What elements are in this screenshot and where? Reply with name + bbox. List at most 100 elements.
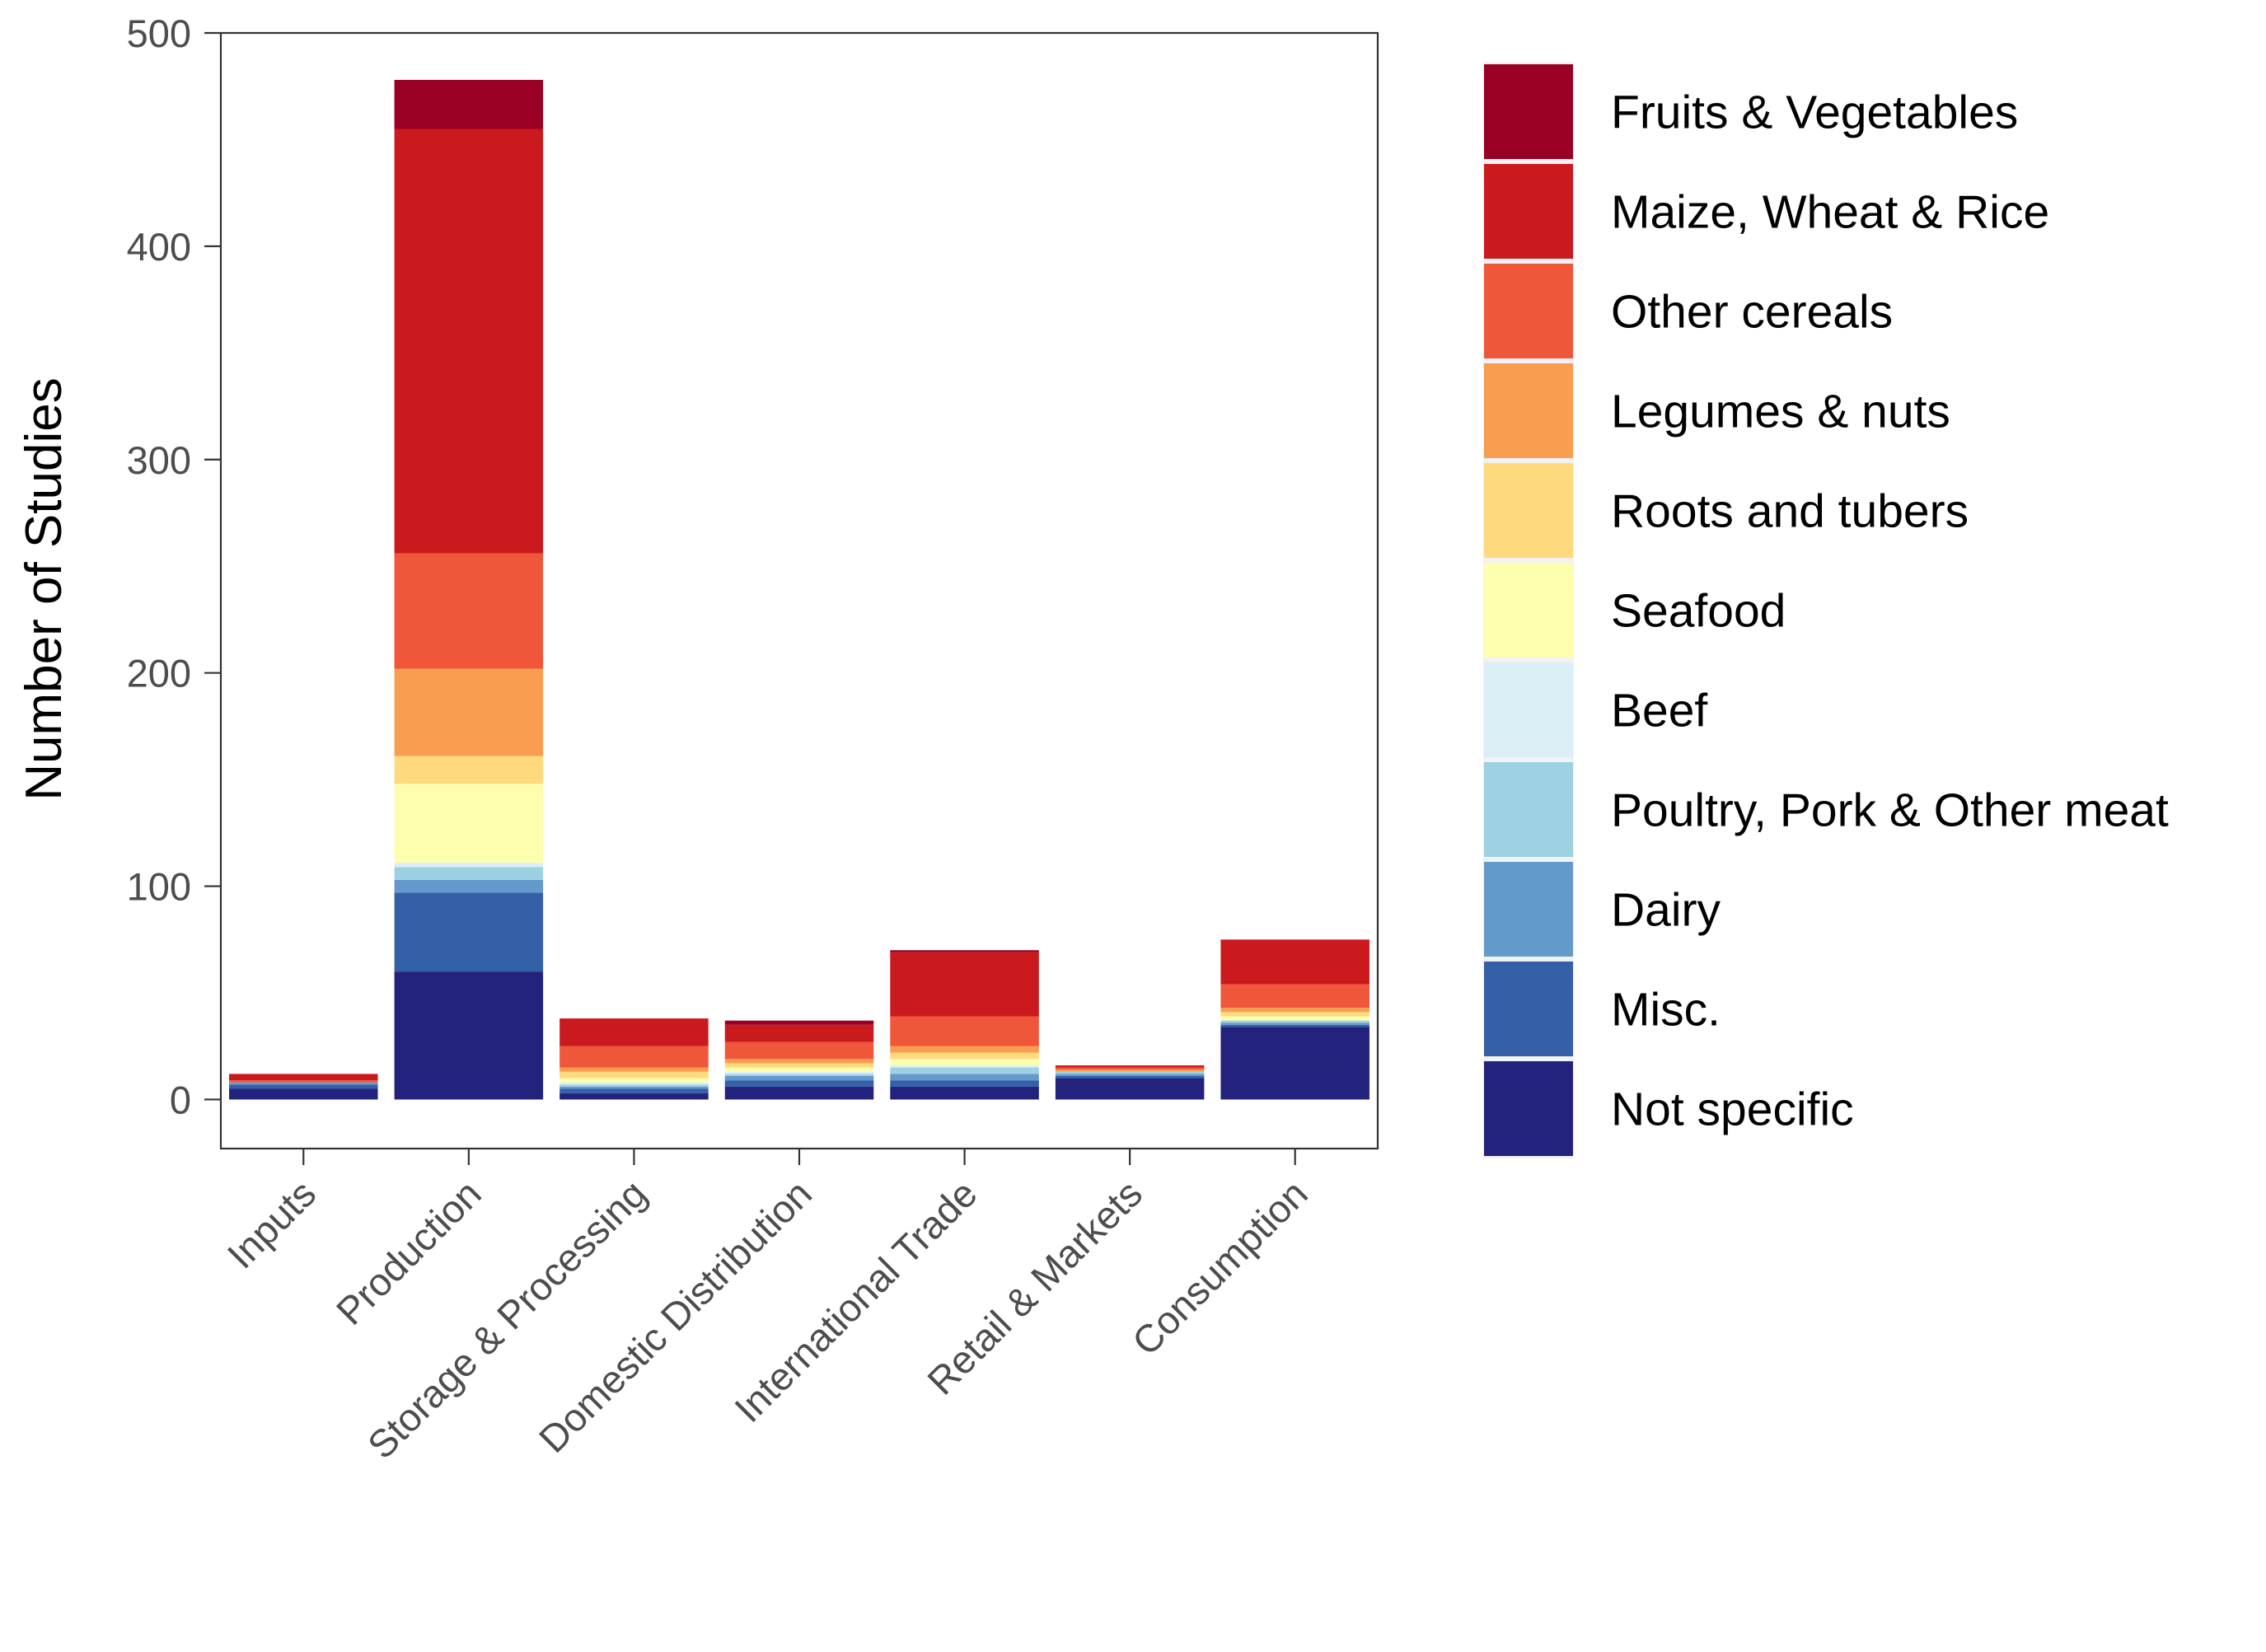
y-tick-label-200: 200 (127, 652, 191, 695)
x-tick-label-domestic-distribution: Domestic Distribution (531, 1172, 820, 1461)
bar-storage-and-processing-other-cereals (559, 1046, 709, 1068)
bar-stack-retail-and-markets (1055, 1065, 1205, 1100)
legend-swatch-other-cereals (1484, 264, 1573, 358)
bar-production-misc (394, 892, 544, 972)
bar-international-trade-maize-wheat-and-rice (890, 952, 1039, 1017)
bar-inputs-other-cereals (229, 1080, 378, 1083)
legend-item-fruits-and-vegetables: Fruits & Vegetables (1483, 62, 2018, 161)
legend-item-roots-and-tubers: Roots and tubers (1483, 461, 1969, 560)
bar-inputs-not-specific (229, 1088, 378, 1100)
legend-label-fruits-and-vegetables: Fruits & Vegetables (1611, 87, 2018, 139)
x-tick-label-production: Production (328, 1172, 489, 1333)
legend-label-misc: Misc. (1611, 984, 1721, 1037)
bar-international-trade-beef (890, 1065, 1039, 1068)
bar-domestic-distribution-seafood (724, 1067, 874, 1072)
legend-swatch-maize-wheat-and-rice (1484, 164, 1573, 259)
bar-production-maize-wheat-and-rice (394, 129, 544, 554)
legend-label-dairy: Dairy (1611, 884, 1721, 937)
bar-international-trade-fruits-and-vegetables (890, 950, 1039, 952)
bar-domestic-distribution-maize-wheat-and-rice (724, 1024, 874, 1042)
bar-international-trade-roots-and-tubers (890, 1052, 1039, 1060)
bar-international-trade-legumes-and-nuts (890, 1046, 1039, 1053)
bar-retail-and-markets-dairy (1055, 1074, 1205, 1076)
bar-stack-production (394, 79, 544, 1100)
bar-domestic-distribution-misc (724, 1080, 874, 1087)
legend-swatch-misc (1484, 962, 1573, 1056)
bar-retail-and-markets-other-cereals (1055, 1067, 1205, 1070)
bar-stack-inputs (229, 1074, 378, 1100)
bar-storage-and-processing-misc (559, 1088, 709, 1093)
bar-international-trade-dairy (890, 1074, 1039, 1081)
bar-storage-and-processing-beef (559, 1082, 709, 1085)
legend-label-maize-wheat-and-rice: Maize, Wheat & Rice (1611, 186, 2049, 239)
bar-production-not-specific (394, 971, 544, 1100)
bar-domestic-distribution-other-cereals (724, 1041, 874, 1060)
bar-consumption-dairy (1220, 1023, 1369, 1025)
bar-international-trade-not-specific (890, 1086, 1039, 1100)
bar-retail-and-markets-misc (1055, 1075, 1205, 1079)
bar-consumption-roots-and-tubers (1220, 1012, 1369, 1017)
bar-international-trade-misc (890, 1080, 1039, 1087)
bar-international-trade-other-cereals (890, 1016, 1039, 1046)
legend-swatch-beef (1484, 662, 1573, 757)
bar-stack-international-trade (890, 950, 1039, 1100)
legend-item-seafood: Seafood (1483, 560, 1786, 660)
x-tick-label-storage-and-processing: Storage & Processing (359, 1172, 655, 1467)
legend: Fruits & Vegetables Maize, Wheat & Rice Ot… (1483, 62, 2169, 1158)
bar-domestic-distribution-beef (724, 1071, 874, 1074)
legend-label-seafood: Seafood (1611, 585, 1786, 638)
bar-retail-and-markets-legumes-and-nuts (1055, 1069, 1205, 1072)
bar-consumption-seafood (1220, 1016, 1369, 1021)
bar-production-fruits-and-vegetables (394, 79, 544, 129)
bar-international-trade-seafood (890, 1059, 1039, 1066)
bar-consumption-other-cereals (1220, 984, 1369, 1009)
legend-swatch-legumes-and-nuts (1484, 363, 1573, 458)
legend-swatch-not-specific (1484, 1061, 1573, 1156)
bar-domestic-distribution-poultry-pork-and-other-meat (724, 1074, 874, 1076)
bar-consumption-poultry-pork-and-other-meat (1220, 1020, 1369, 1023)
legend-label-poultry-pork-and-other-meat: Poultry, Pork & Other meat (1611, 784, 2169, 837)
bar-consumption-not-specific (1220, 1027, 1369, 1100)
legend-swatch-seafood (1484, 563, 1573, 658)
legend-item-maize-wheat-and-rice: Maize, Wheat & Rice (1483, 161, 2049, 261)
legend-swatch-fruits-and-vegetables (1484, 64, 1573, 159)
legend-swatch-poultry-pork-and-other-meat (1484, 762, 1573, 857)
legend-label-other-cereals: Other cereals (1611, 286, 1893, 339)
y-axis: 0 100 200 300 400 500 (127, 12, 221, 1121)
x-tick-label-consumption: Consumption (1123, 1172, 1315, 1364)
bar-domestic-distribution-dairy (724, 1075, 874, 1081)
legend-item-other-cereals: Other cereals (1483, 261, 1893, 361)
bar-inputs-misc (229, 1084, 378, 1089)
bar-domestic-distribution-roots-and-tubers (724, 1063, 874, 1068)
bar-domestic-distribution-fruits-and-vegetables (724, 1020, 874, 1025)
bar-production-legumes-and-nuts (394, 668, 544, 756)
y-axis-title: Number of Studies (16, 377, 73, 800)
legend-label-beef: Beef (1611, 685, 1707, 737)
bar-retail-and-markets-poultry-pork-and-other-meat (1055, 1071, 1205, 1074)
y-tick-label-0: 0 (170, 1078, 191, 1121)
bar-consumption-legumes-and-nuts (1220, 1008, 1369, 1013)
bar-stack-consumption (1220, 939, 1369, 1100)
legend-item-poultry-pork-and-other-meat: Poultry, Pork & Other meat (1483, 760, 2169, 859)
bar-production-poultry-pork-and-other-meat (394, 867, 544, 880)
legend-label-not-specific: Not specific (1611, 1083, 1854, 1136)
bar-production-dairy (394, 879, 544, 893)
bar-consumption-misc (1220, 1024, 1369, 1027)
y-tick-label-500: 500 (127, 12, 191, 55)
bar-consumption-maize-wheat-and-rice (1220, 939, 1369, 985)
legend-swatch-roots-and-tubers (1484, 463, 1573, 558)
bar-stack-storage-and-processing (559, 1018, 709, 1100)
legend-item-misc: Misc. (1483, 959, 1721, 1059)
bar-storage-and-processing-legumes-and-nuts (559, 1067, 709, 1072)
bar-stack-domestic-distribution (724, 1020, 874, 1100)
bar-storage-and-processing-roots-and-tubers (559, 1071, 709, 1079)
legend-swatch-dairy (1484, 862, 1573, 957)
y-tick-label-300: 300 (127, 438, 191, 482)
bar-production-other-cereals (394, 553, 544, 669)
legend-item-legumes-and-nuts: Legumes & nuts (1483, 361, 1950, 461)
bar-inputs-dairy (229, 1082, 378, 1085)
legend-item-not-specific: Not specific (1483, 1059, 1854, 1158)
